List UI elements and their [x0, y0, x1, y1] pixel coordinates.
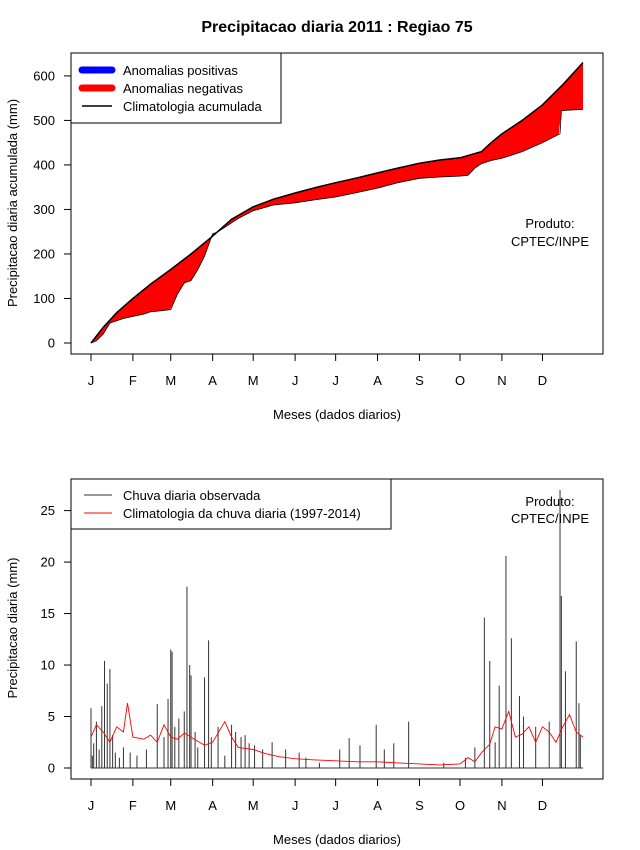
x-tick-label-bottom: A	[373, 798, 382, 813]
x-tick-label: N	[497, 373, 506, 388]
x-axis-label: Meses (dados diarios)	[273, 407, 401, 422]
x-tick-label: J	[88, 373, 95, 388]
x-tick-label-bottom: A	[208, 798, 217, 813]
x-tick-label: M	[165, 373, 176, 388]
climatology-daily-line	[90, 703, 584, 766]
x-tick-label-bottom: M	[248, 798, 259, 813]
y-tick-label: 100	[33, 291, 55, 306]
x-axis-label-bottom: Meses (dados diarios)	[273, 832, 401, 847]
x-tick-label: M	[248, 373, 259, 388]
y-tick-label: 500	[33, 113, 55, 128]
y-axis-label-bottom: Precipitacao diaria (mm)	[5, 558, 20, 699]
x-tick-label-bottom: S	[415, 798, 424, 813]
climatology-cumulative-line	[90, 61, 584, 344]
annotation-line-1-bottom: Produto:	[525, 494, 574, 509]
legend-label-negative: Anomalias negativas	[123, 81, 243, 96]
y-tick-label-bottom: 5	[48, 709, 55, 724]
cumulative-lines-group	[90, 61, 584, 344]
observed-cumulative-line	[90, 108, 584, 344]
x-tick-label-bottom: N	[497, 798, 506, 813]
x-tick-label: O	[455, 373, 465, 388]
y-tick-label: 0	[48, 336, 55, 351]
y-tick-label: 300	[33, 202, 55, 217]
x-tick-label-bottom: J	[88, 798, 95, 813]
y-tick-label: 200	[33, 246, 55, 261]
x-tick-label-bottom: M	[165, 798, 176, 813]
x-tick-label: A	[373, 373, 382, 388]
y-axis: 0 100 200 300 400 500 600	[33, 68, 72, 351]
daily-bars-group	[90, 490, 583, 769]
y-tick-label: 400	[33, 157, 55, 172]
x-tick-label: S	[415, 373, 424, 388]
x-tick-label: J	[292, 373, 299, 388]
x-tick-label-bottom: J	[332, 798, 339, 813]
annotation-line-2-bottom: CPTEC/INPE	[511, 511, 589, 526]
y-tick-label-bottom: 0	[48, 761, 55, 776]
climatology-line-group	[90, 703, 584, 766]
x-tick-label-bottom: D	[538, 798, 547, 813]
cumulative-chart: 0 100 200 300 400 500 600 J F M A M J J A S O N D Meses (…	[5, 52, 604, 422]
x-tick-label: F	[129, 373, 137, 388]
x-tick-label-bottom: F	[129, 798, 137, 813]
legend-label-climatology-daily: Climatologia da chuva diaria (1997-2014)	[123, 506, 361, 521]
legend-label-climatology: Climatologia acumulada	[123, 99, 263, 114]
x-tick-label-bottom: O	[455, 798, 465, 813]
legend-box-bottom	[70, 478, 392, 530]
x-tick-label: J	[332, 373, 339, 388]
y-tick-label-bottom: 20	[41, 555, 55, 570]
y-tick-label-bottom: 15	[41, 606, 55, 621]
legend-label-observed: Chuva diaria observada	[123, 488, 261, 503]
y-tick-label-bottom: 25	[41, 503, 55, 518]
chart-title: Precipitacao diaria 2011 : Regiao 75	[201, 19, 472, 36]
x-tick-label-bottom: J	[292, 798, 299, 813]
x-tick-label: A	[208, 373, 217, 388]
y-tick-label: 600	[33, 68, 55, 83]
legend: Anomalias positivas Anomalias negativas …	[70, 52, 282, 124]
y-axis-bottom: 0 5 10 15 20 25	[41, 503, 72, 776]
legend-bottom: Chuva diaria observada Climatologia da c…	[70, 478, 392, 530]
y-axis-label: Precipitacao diaria acumulada (mm)	[5, 99, 20, 307]
daily-chart: 0 5 10 15 20 25 J F M A M J J A S O N D Meses (dados dia…	[5, 478, 604, 847]
annotation-line-2: CPTEC/INPE	[511, 234, 589, 249]
x-tick-label: D	[538, 373, 547, 388]
y-tick-label-bottom: 10	[41, 658, 55, 673]
legend-label-positive: Anomalias positivas	[123, 63, 238, 78]
annotation-line-1: Produto:	[525, 216, 574, 231]
